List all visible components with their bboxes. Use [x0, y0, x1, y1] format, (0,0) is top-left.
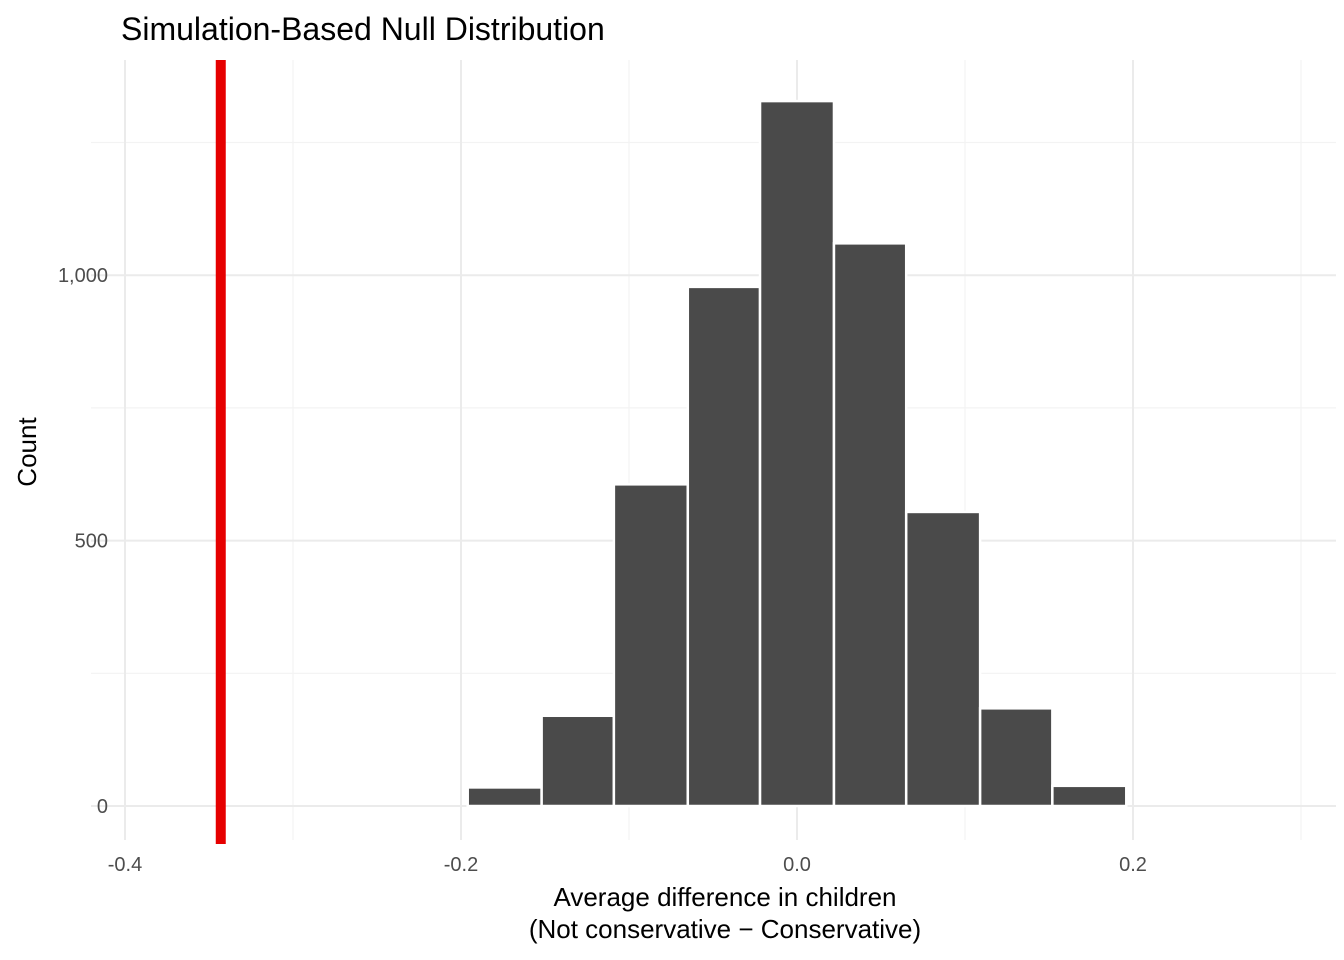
x-axis-subtitle: (Not conservative − Conservative) [529, 914, 921, 944]
histogram-bar [1051, 784, 1128, 808]
y-axis-ticks: 0 500 1,000 [58, 265, 108, 818]
y-tick-label: 500 [75, 531, 108, 553]
y-tick-label: 1,000 [58, 265, 108, 287]
x-axis-title: Average difference in children [553, 882, 896, 912]
histogram-bar [540, 714, 616, 808]
chart-title: Simulation-Based Null Distribution [121, 11, 605, 47]
x-tick-label: 0.0 [783, 854, 811, 876]
x-tick-label: -0.4 [108, 854, 142, 876]
histogram-bars [466, 99, 1128, 808]
histogram-bar [904, 510, 982, 808]
x-tick-label: -0.2 [444, 854, 478, 876]
x-axis-ticks: -0.4 -0.2 0.0 0.2 [108, 854, 1147, 876]
histogram-bar [612, 483, 690, 808]
y-tick-label: 0 [97, 796, 108, 818]
histogram-bar [466, 786, 543, 808]
y-axis-title: Count [12, 417, 42, 487]
histogram-bar [978, 707, 1054, 808]
histogram-bar [758, 99, 836, 808]
histogram-bar [686, 285, 762, 808]
x-tick-label: 0.2 [1119, 854, 1147, 876]
histogram-bar [832, 242, 908, 808]
